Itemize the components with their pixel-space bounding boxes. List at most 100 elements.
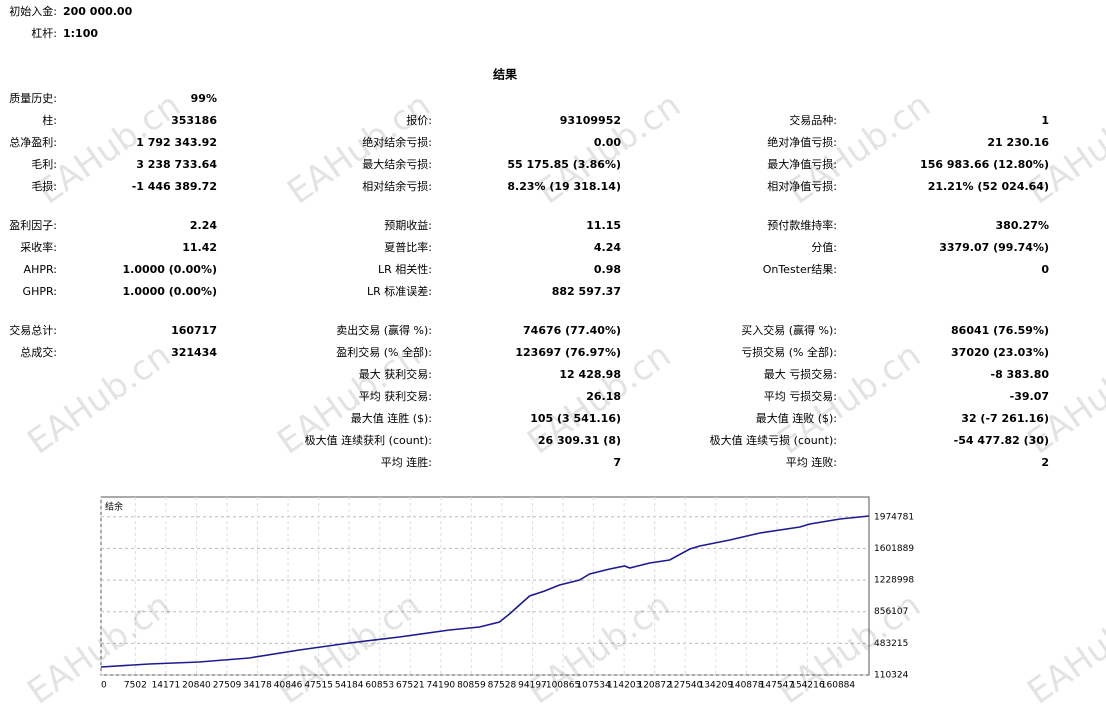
stat-label: 绝对结余亏损: xyxy=(362,135,432,149)
chart-title: 结余 xyxy=(105,501,123,513)
stat-label: 质量历史: xyxy=(9,92,57,105)
stat-label: 最大 获利交易: xyxy=(359,367,432,381)
stat-label: 极大值 连续获利 (count): xyxy=(305,433,432,447)
stat-value: -54 477.82 (30) xyxy=(954,434,1049,447)
stat-value: 1 792 343.92 xyxy=(136,136,217,149)
stat-label: 平均 亏损交易: xyxy=(764,389,837,403)
stat-label: 最大值 连败 ($): xyxy=(756,411,837,425)
stat-label: 最大净值亏损: xyxy=(767,157,837,171)
stat-value: 105 (3 541.16) xyxy=(530,412,621,425)
stat-value: 3379.07 (99.74%) xyxy=(939,241,1049,254)
x-tick-label: 0 xyxy=(101,681,107,691)
stat-label: 相对净值亏损: xyxy=(767,179,837,193)
stat-label: 毛利: xyxy=(31,158,57,171)
stat-value: 11.15 xyxy=(586,219,621,232)
x-tick-label: 147547 xyxy=(760,681,794,691)
stat-value: 21.21% (52 024.64) xyxy=(928,180,1049,193)
stat-label: 交易总计: xyxy=(9,323,57,337)
stat-label: 买入交易 (赢得 %): xyxy=(741,323,837,337)
stat-label: 相对结余亏损: xyxy=(362,179,432,193)
x-tick-label: 74190 xyxy=(427,681,456,691)
stat-value: 321434 xyxy=(171,346,217,359)
watermark: EAHub.cn xyxy=(530,85,688,212)
stat-label: 报价: xyxy=(406,113,432,127)
stat-label: 盈利因子: xyxy=(9,219,57,232)
stat-label: GHPR: xyxy=(23,285,57,298)
x-tick-label: 47515 xyxy=(304,681,333,691)
y-tick-label: 1974781 xyxy=(874,512,914,522)
stat-value: -39.07 xyxy=(1010,390,1049,403)
stat-value: 37020 (23.03%) xyxy=(951,346,1049,359)
field-value: 1:100 xyxy=(63,27,98,40)
watermark: EAHub.cn xyxy=(1020,585,1106,712)
y-tick-label: 483215 xyxy=(874,639,908,649)
stat-value: 99% xyxy=(191,92,217,105)
stat-label: 预付款维持率: xyxy=(767,218,837,232)
stat-value: 0.98 xyxy=(594,263,621,276)
stat-label: 总净盈利: xyxy=(9,135,57,149)
stat-value: 8.23% (19 318.14) xyxy=(507,180,621,193)
stat-label: 分值: xyxy=(811,241,837,254)
y-tick-label: 110324 xyxy=(874,671,909,681)
x-tick-label: 127540 xyxy=(668,681,703,691)
stat-value: 123697 (76.97%) xyxy=(515,346,621,359)
x-tick-label: 54184 xyxy=(335,681,364,691)
x-tick-label: 80859 xyxy=(457,681,486,691)
stat-label: 平均 连胜: xyxy=(381,455,432,469)
x-tick-label: 94197 xyxy=(518,681,547,691)
stat-value: 32 (-7 261.16) xyxy=(961,412,1049,425)
stat-value: 11.42 xyxy=(182,241,217,254)
stat-value: 1 xyxy=(1041,114,1049,127)
y-tick-label: 856107 xyxy=(874,607,908,617)
stat-value: 86041 (76.59%) xyxy=(951,324,1049,337)
stat-label: 平均 连败: xyxy=(786,455,837,469)
stat-value: 26.18 xyxy=(586,390,621,403)
stat-label: 预期收益: xyxy=(384,218,432,232)
stat-label: LR 相关性: xyxy=(378,262,432,276)
x-tick-label: 120872 xyxy=(637,681,671,691)
stat-value: 0 xyxy=(1041,263,1049,276)
stat-value: 156 983.66 (12.80%) xyxy=(920,158,1049,171)
stat-label: 卖出交易 (赢得 %): xyxy=(336,323,432,337)
stat-label: 盈利交易 (% 全部): xyxy=(336,345,432,359)
stat-value: 26 309.31 (8) xyxy=(538,434,621,447)
stat-label: 夏普比率: xyxy=(384,240,432,254)
report-title: 结果 xyxy=(493,67,517,82)
stat-label: 极大值 连续亏损 (count): xyxy=(710,433,837,447)
stat-value: 3 238 733.64 xyxy=(136,158,217,171)
stat-value: 2 xyxy=(1041,456,1049,469)
stat-label: 采收率: xyxy=(20,240,57,254)
stat-value: 74676 (77.40%) xyxy=(523,324,621,337)
x-tick-label: 107534 xyxy=(576,681,611,691)
stat-label: 平均 获利交易: xyxy=(359,389,432,403)
chart-frame xyxy=(100,496,870,676)
stat-value: 1.0000 (0.00%) xyxy=(123,263,218,276)
stat-value: 2.24 xyxy=(190,219,217,232)
stat-value: 4.24 xyxy=(594,241,621,254)
stat-label: 总成交: xyxy=(20,345,57,359)
stat-label: 亏损交易 (% 全部): xyxy=(741,345,837,359)
x-tick-label: 60853 xyxy=(365,681,394,691)
stat-label: 最大值 连胜 ($): xyxy=(351,411,432,425)
stat-value: 380.27% xyxy=(996,219,1049,232)
stat-value: -1 446 389.72 xyxy=(132,180,217,193)
x-tick-label: 67521 xyxy=(396,681,425,691)
x-tick-label: 154216 xyxy=(790,681,825,691)
x-tick-label: 114203 xyxy=(607,681,641,691)
stat-value: 0.00 xyxy=(594,136,621,149)
stat-label: 最大结余亏损: xyxy=(362,157,432,171)
x-tick-label: 34178 xyxy=(243,681,272,691)
stat-value: 12 428.98 xyxy=(559,368,621,381)
stat-value: 160717 xyxy=(171,324,217,337)
stat-value: 7 xyxy=(613,456,621,469)
stat-value: 93109952 xyxy=(560,114,621,127)
stat-value: 55 175.85 (3.86%) xyxy=(507,158,621,171)
y-tick-label: 1228998 xyxy=(874,576,914,586)
x-tick-label: 27509 xyxy=(213,681,242,691)
field-label: 初始入金: xyxy=(9,4,57,18)
stat-value: 21 230.16 xyxy=(987,136,1049,149)
stat-label: 柱: xyxy=(42,113,57,127)
x-tick-label: 140878 xyxy=(729,681,764,691)
stat-value: 353186 xyxy=(171,114,217,127)
